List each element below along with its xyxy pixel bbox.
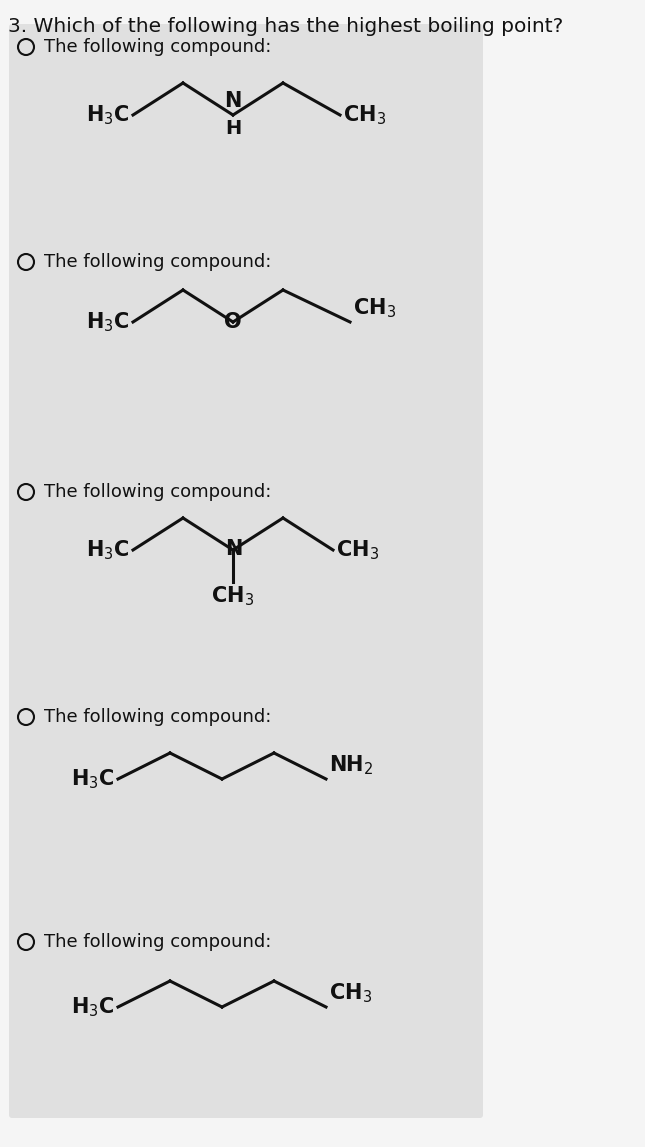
Text: CH$_3$: CH$_3$ [343, 103, 386, 127]
Text: The following compound:: The following compound: [44, 933, 272, 951]
Text: CH$_3$: CH$_3$ [336, 538, 379, 562]
FancyBboxPatch shape [9, 24, 483, 1118]
Text: 3. Which of the following has the highest boiling point?: 3. Which of the following has the highes… [8, 17, 563, 36]
Text: N: N [224, 91, 242, 111]
Text: The following compound:: The following compound: [44, 708, 272, 726]
Text: H$_3$C: H$_3$C [86, 310, 130, 334]
Text: CH$_3$: CH$_3$ [353, 296, 396, 320]
Text: NH$_2$: NH$_2$ [329, 754, 373, 777]
Text: CH$_3$: CH$_3$ [212, 584, 255, 608]
Text: O: O [224, 312, 242, 331]
Text: H: H [225, 119, 241, 138]
Text: H$_3$C: H$_3$C [72, 996, 115, 1019]
Text: H$_3$C: H$_3$C [86, 538, 130, 562]
Text: CH$_3$: CH$_3$ [329, 981, 372, 1005]
Text: The following compound:: The following compound: [44, 253, 272, 271]
Text: H$_3$C: H$_3$C [86, 103, 130, 127]
Text: H$_3$C: H$_3$C [72, 767, 115, 790]
Text: The following compound:: The following compound: [44, 38, 272, 56]
Text: The following compound:: The following compound: [44, 483, 272, 501]
Text: N: N [225, 539, 243, 559]
